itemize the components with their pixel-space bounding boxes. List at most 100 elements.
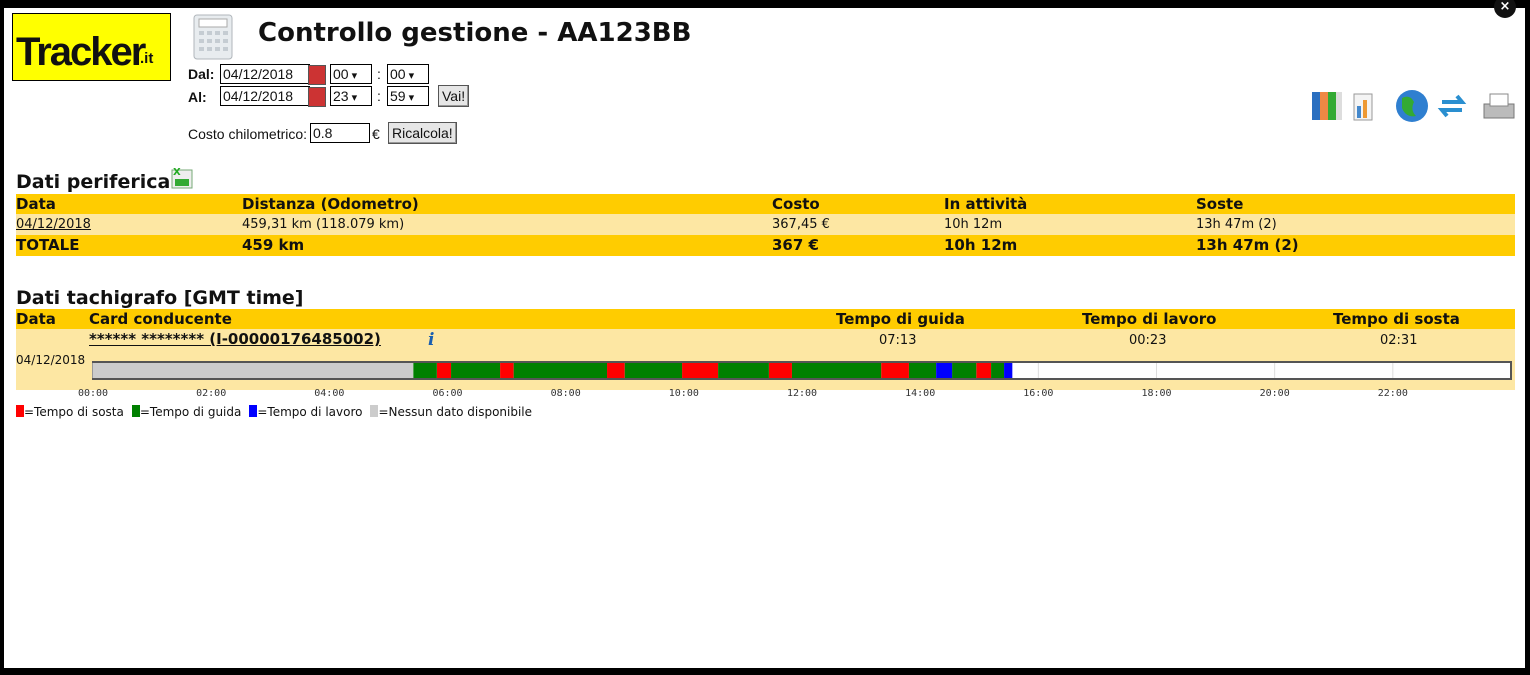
- rest-time: 02:31: [1380, 333, 1418, 348]
- logo: Tracker .it: [12, 13, 171, 81]
- section-title: Dati periferica: [16, 171, 171, 193]
- legend-item: =Nessun dato disponibile: [370, 405, 532, 419]
- timeline-segment: [451, 363, 501, 378]
- legend: =Tempo di sosta =Tempo di guida =Tempo di …: [16, 405, 540, 419]
- recalc-button[interactable]: Ricalcola!: [388, 122, 457, 144]
- legend-item: =Tempo di sosta: [16, 405, 124, 419]
- timeline-segment: [976, 363, 992, 378]
- go-button[interactable]: Vai!: [438, 85, 470, 107]
- table-header: Data Card conducente Tempo di guida Temp…: [16, 309, 1515, 329]
- timeline-segment: [413, 363, 437, 378]
- x-tick-label: 00:00: [78, 388, 108, 398]
- timeline-segment: [908, 363, 937, 378]
- globe-icon[interactable]: [1396, 90, 1428, 122]
- legend-swatch: [370, 405, 379, 417]
- toolbar: [1312, 90, 1515, 122]
- chart-icon[interactable]: [1353, 93, 1373, 121]
- page-title: Controllo gestione - AA123BB: [258, 18, 692, 48]
- timeline-segment: [436, 363, 452, 378]
- from-date[interactable]: 04/12/2018: [220, 64, 310, 84]
- cell: Soste: [1196, 195, 1244, 213]
- x-tick-label: 06:00: [432, 388, 462, 398]
- cell: 459,31 km (118.079 km): [242, 217, 405, 232]
- x-tick-label: 22:00: [1378, 388, 1408, 398]
- logo-suffix: .it: [140, 50, 154, 67]
- svg-text:X: X: [173, 167, 181, 178]
- legend-item: =Tempo di guida: [131, 405, 242, 419]
- x-tick-label: 08:00: [551, 388, 581, 398]
- legend-label: =Nessun dato disponibile: [378, 405, 533, 419]
- refresh-icon[interactable]: [1437, 94, 1467, 118]
- cell: 13h 47m (2): [1196, 236, 1299, 254]
- legend-item: =Tempo di lavoro: [249, 405, 362, 419]
- cell: 459 km: [242, 236, 305, 254]
- column-header: Tempo di guida: [836, 310, 965, 328]
- x-tick-label: 18:00: [1141, 388, 1171, 398]
- excel-icon[interactable]: X: [170, 164, 194, 190]
- calendar-icon[interactable]: [308, 65, 326, 85]
- from-label: Dal:: [188, 66, 215, 82]
- column-header: Tempo di lavoro: [1082, 310, 1217, 328]
- cell: 367,45 €: [772, 217, 830, 232]
- x-tick-label: 02:00: [196, 388, 226, 398]
- timeline-segment: [624, 363, 683, 378]
- timeline-segment: [936, 363, 953, 378]
- timeline: 00:00 02:00 04:00 06:00 08:00 10:00 12:00 14:00…: [78, 361, 1512, 398]
- legend-swatch: [131, 405, 140, 417]
- binders-icon[interactable]: [1312, 92, 1342, 120]
- driver-card[interactable]: ****** ******** (I-00000176485002): [89, 330, 381, 348]
- column-header: Card conducente: [89, 310, 232, 328]
- close-button[interactable]: ×: [1494, 0, 1516, 18]
- timeline-segment: [1004, 363, 1013, 378]
- cell: 10h 12m: [944, 236, 1018, 254]
- timeline-segment: [768, 363, 792, 378]
- legend-label: =Tempo di sosta: [24, 405, 124, 419]
- from-hour[interactable]: 00: [330, 64, 372, 84]
- cost-label: Costo chilometrico:: [188, 126, 308, 142]
- legend-swatch: [16, 405, 24, 417]
- timeline-segment: [791, 363, 882, 378]
- cell: 04/12/2018: [16, 217, 91, 232]
- cell: TOTALE: [16, 236, 80, 254]
- calculator-icon: [193, 14, 233, 60]
- x-tick-label: 10:00: [669, 388, 699, 398]
- timeline-segment: [93, 363, 414, 378]
- calendar-icon[interactable]: [308, 87, 326, 107]
- logo-text: Tracker: [16, 30, 146, 74]
- info-icon[interactable]: i: [428, 330, 435, 350]
- legend-label: =Tempo di guida: [139, 405, 242, 419]
- legend-swatch: [249, 405, 258, 417]
- timeline-segment: [991, 363, 1005, 378]
- window: × Tracker .it Controllo gestione - AA123…: [4, 0, 1525, 668]
- to-minute[interactable]: 59: [387, 86, 429, 106]
- to-label: Al:: [188, 89, 207, 105]
- driving-time: 07:13: [879, 333, 917, 348]
- timeline-segment: [500, 363, 514, 378]
- cell: 13h 47m (2): [1196, 217, 1277, 232]
- timeline-segment: [718, 363, 769, 378]
- row-date: 04/12/2018: [16, 353, 86, 367]
- table-header: Data Distanza (Odometro) Costo In attività S…: [16, 194, 1515, 214]
- to-hour[interactable]: 23: [330, 86, 372, 106]
- cell: 10h 12m: [944, 217, 1003, 232]
- timeline-segment: [513, 363, 608, 378]
- legend-label: =Tempo di lavoro: [257, 405, 363, 419]
- x-tick-label: 04:00: [314, 388, 344, 398]
- to-date[interactable]: 04/12/2018: [220, 86, 310, 106]
- cell: Data: [16, 195, 56, 213]
- separator: :: [377, 88, 381, 104]
- column-header: Data: [16, 310, 56, 328]
- cell: Distanza (Odometro): [242, 195, 419, 213]
- x-tick-label: 14:00: [905, 388, 935, 398]
- work-time: 00:23: [1129, 333, 1167, 348]
- cell: In attività: [944, 195, 1028, 213]
- table-total: TOTALE 459 km 367 € 10h 12m 13h 47m (2): [16, 235, 1515, 256]
- cell: 367 €: [772, 236, 819, 254]
- timeline-segment: [607, 363, 625, 378]
- x-tick-label: 16:00: [1023, 388, 1053, 398]
- print-icon[interactable]: [1483, 93, 1515, 119]
- from-minute[interactable]: 00: [387, 64, 429, 84]
- cost-input[interactable]: 0.8: [310, 123, 370, 143]
- column-header: Tempo di sosta: [1333, 310, 1460, 328]
